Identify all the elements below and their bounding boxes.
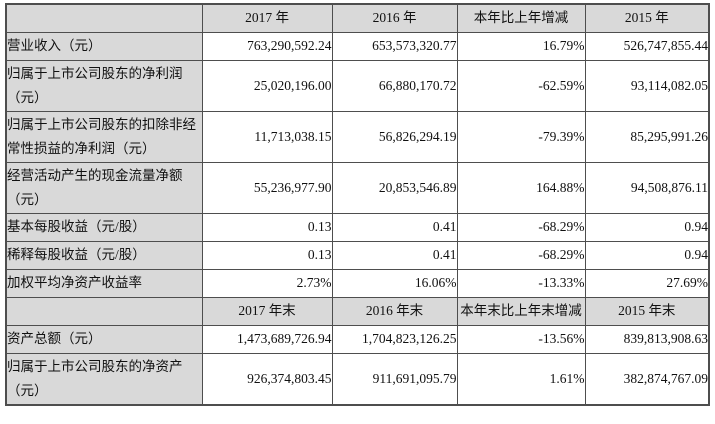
header-2016-end: 2016 年末 — [331, 296, 458, 326]
table-row-basic-eps: 基本每股收益（元/股） 0.13 0.41 -68.29% 0.94 — [5, 212, 710, 242]
value-2016: 653,573,320.77 — [331, 31, 458, 61]
row-label: 营业收入（元） — [5, 31, 203, 61]
table-row-net-assets: 归属于上市公司股东的净资产（元） 926,374,803.45 911,691,… — [5, 352, 710, 406]
value-2017: 2.73% — [201, 268, 333, 298]
header-2015-end: 2015 年末 — [584, 296, 710, 326]
value-2015: 839,813,908.63 — [584, 324, 710, 354]
header-yoy-end-change: 本年末比上年末增减 — [456, 296, 586, 326]
header-2017-end: 2017 年末 — [201, 296, 333, 326]
row-label: 稀释每股收益（元/股） — [5, 240, 203, 270]
value-2016: 0.41 — [331, 212, 458, 242]
row-label: 加权平均净资产收益率 — [5, 268, 203, 298]
value-2017: 926,374,803.45 — [201, 352, 333, 406]
row-label: 归属于上市公司股东的净资产（元） — [5, 352, 203, 406]
table-row-operating-cash-flow: 经营活动产生的现金流量净额（元） 55,236,977.90 20,853,54… — [5, 161, 710, 214]
value-change: -13.33% — [456, 268, 586, 298]
value-2015: 382,874,767.09 — [584, 352, 710, 406]
table-row-weighted-avg-roe: 加权平均净资产收益率 2.73% 16.06% -13.33% 27.69% — [5, 268, 710, 298]
row-label: 归属于上市公司股东的净利润（元） — [5, 59, 203, 112]
financial-summary-table: 2017 年 2016 年 本年比上年增减 2015 年 营业收入（元） 763… — [5, 3, 710, 406]
table-row-net-profit: 归属于上市公司股东的净利润（元） 25,020,196.00 66,880,17… — [5, 59, 710, 112]
value-change: -62.59% — [456, 59, 586, 112]
value-2015: 0.94 — [584, 240, 710, 270]
table-row-diluted-eps: 稀释每股收益（元/股） 0.13 0.41 -68.29% 0.94 — [5, 240, 710, 270]
value-2015: 85,295,991.26 — [584, 110, 710, 163]
value-2017: 25,020,196.00 — [201, 59, 333, 112]
value-2015: 526,747,855.44 — [584, 31, 710, 61]
value-2017: 0.13 — [201, 212, 333, 242]
table-row-total-assets: 资产总额（元） 1,473,689,726.94 1,704,823,126.2… — [5, 324, 710, 354]
table-row-net-profit-excl-nonrecurring: 归属于上市公司股东的扣除非经常性损益的净利润（元） 11,713,038.15 … — [5, 110, 710, 163]
value-2017: 55,236,977.90 — [201, 161, 333, 214]
row-label: 基本每股收益（元/股） — [5, 212, 203, 242]
header-empty-cell — [5, 296, 203, 326]
header-2017: 2017 年 — [201, 3, 333, 33]
header-empty-cell — [5, 3, 203, 33]
value-2016: 911,691,095.79 — [331, 352, 458, 406]
value-2016: 1,704,823,126.25 — [331, 324, 458, 354]
value-2017: 1,473,689,726.94 — [201, 324, 333, 354]
value-change: -68.29% — [456, 240, 586, 270]
value-change: -13.56% — [456, 324, 586, 354]
value-2015: 27.69% — [584, 268, 710, 298]
value-2017: 0.13 — [201, 240, 333, 270]
header-yoy-change: 本年比上年增减 — [456, 3, 586, 33]
year-header-row: 2017 年 2016 年 本年比上年增减 2015 年 — [5, 3, 710, 33]
value-2017: 763,290,592.24 — [201, 31, 333, 61]
value-change: 164.88% — [456, 161, 586, 214]
value-2016: 66,880,170.72 — [331, 59, 458, 112]
value-change: 1.61% — [456, 352, 586, 406]
value-2016: 0.41 — [331, 240, 458, 270]
value-2016: 20,853,546.89 — [331, 161, 458, 214]
value-2015: 0.94 — [584, 212, 710, 242]
value-2015: 93,114,082.05 — [584, 59, 710, 112]
row-label: 归属于上市公司股东的扣除非经常性损益的净利润（元） — [5, 110, 203, 163]
value-change: -79.39% — [456, 110, 586, 163]
value-2015: 94,508,876.11 — [584, 161, 710, 214]
value-2017: 11,713,038.15 — [201, 110, 333, 163]
value-change: -68.29% — [456, 212, 586, 242]
table-row-revenue: 营业收入（元） 763,290,592.24 653,573,320.77 16… — [5, 31, 710, 61]
year-end-header-row: 2017 年末 2016 年末 本年末比上年末增减 2015 年末 — [5, 296, 710, 326]
row-label: 经营活动产生的现金流量净额（元） — [5, 161, 203, 214]
row-label: 资产总额（元） — [5, 324, 203, 354]
value-2016: 56,826,294.19 — [331, 110, 458, 163]
value-2016: 16.06% — [331, 268, 458, 298]
header-2015: 2015 年 — [584, 3, 710, 33]
header-2016: 2016 年 — [331, 3, 458, 33]
value-change: 16.79% — [456, 31, 586, 61]
